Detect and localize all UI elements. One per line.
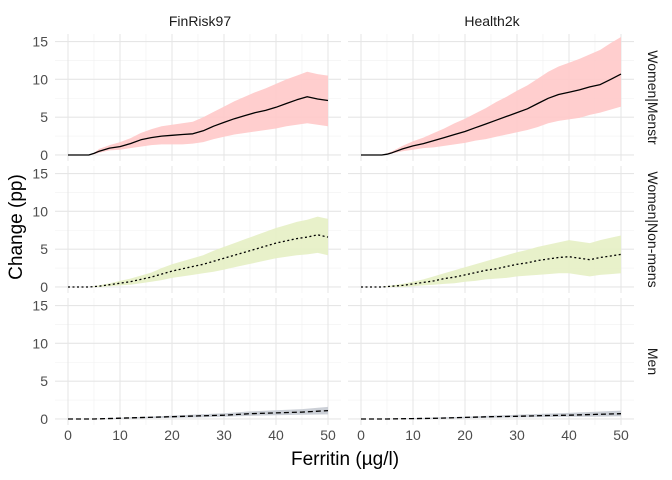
x-tick-label: 0 [357,427,365,443]
y-tick-label: 0 [40,279,48,295]
confidence-band [361,410,621,419]
ribbons [68,37,621,419]
mean-line [361,253,622,288]
mean-line [361,413,622,420]
x-tick-label: 40 [561,427,577,443]
mean-line [68,96,329,156]
y-tick-label: 10 [32,71,48,87]
confidence-band [361,37,621,155]
y-tick-label: 5 [40,373,48,389]
y-axis-title: Change (pp) [6,174,27,280]
x-tick-label: 20 [457,427,473,443]
y-tick-label: 10 [32,203,48,219]
y-tick-label: 0 [40,147,48,163]
x-tick-label: 50 [613,427,629,443]
x-tick-label: 20 [164,427,180,443]
x-axis-title: Ferritin (µg/l) [291,449,399,470]
y-tick-label: 0 [40,411,48,427]
row-strip-label: Women|Non-mens [645,171,661,287]
y-tick-label: 10 [32,335,48,351]
mean-line [68,234,329,288]
labels: FinRisk97 Health2k Women|Menstr Women|Non-m… [32,13,661,443]
y-tick-label: 5 [40,241,48,257]
confidence-band [68,71,328,155]
row-strip-label: Men [645,348,661,375]
column-strip-label: FinRisk97 [169,13,231,29]
x-tick-label: 10 [405,427,421,443]
y-tick-label: 15 [32,166,48,182]
series-lines [68,73,622,420]
y-tick-label: 15 [32,34,48,50]
y-tick-label: 15 [32,298,48,314]
x-tick-label: 10 [112,427,128,443]
x-tick-label: 30 [216,427,232,443]
x-tick-label: 50 [320,427,336,443]
x-tick-label: 40 [268,427,284,443]
column-strip-label: Health2k [464,13,520,29]
confidence-band [68,216,328,287]
mean-line [361,73,622,156]
x-tick-label: 30 [509,427,525,443]
mean-line [68,409,329,420]
x-tick-label: 0 [64,427,72,443]
confidence-band [361,235,621,287]
y-tick-label: 5 [40,109,48,125]
row-strip-label: Women|Menstr [645,50,661,145]
